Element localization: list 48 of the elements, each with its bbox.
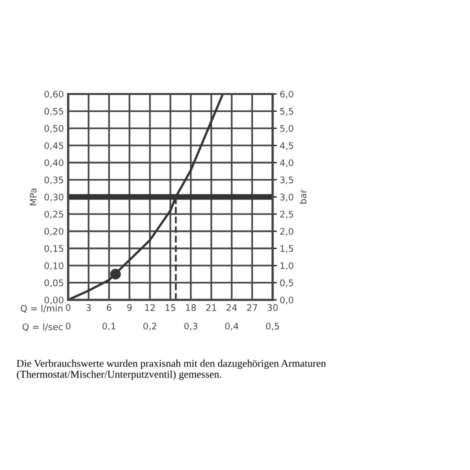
x-tick-label: 12 (145, 304, 155, 311)
y2-tick-label: 6,0 (280, 90, 294, 98)
y2-axis-title: bar (299, 189, 306, 204)
y2-tick-label: 0,0 (280, 296, 294, 304)
x2-tick-label: 0,1 (102, 322, 116, 330)
y2-tick-label: 1,0 (280, 262, 294, 270)
y-tick-label: 0,35 (44, 176, 64, 184)
y2-tick-label: 3,0 (280, 194, 294, 202)
x2-axis-title: Q = l/sec (22, 323, 63, 332)
y-tick-label: 0,40 (44, 159, 64, 168)
y-tick-label: 0,15 (44, 245, 64, 253)
x2-tick-label: 0,3 (184, 322, 198, 330)
y2-tick-label: 5,5 (280, 108, 294, 116)
x-tick-label: 21 (206, 304, 216, 311)
y-tick-label: 0,00 (44, 296, 64, 304)
y-tick-label: 0,30 (44, 194, 64, 202)
x-tick-label: 27 (247, 304, 258, 311)
y-axis-title: MPa (30, 188, 37, 206)
y2-tick-label: 2,5 (280, 210, 294, 219)
y2-tick-label: 5,0 (280, 125, 294, 133)
text: Die Verbrauchswerte wurden praxisnah mit den dazugehörigen Armaturen (Thermostat/Mischer/Unterputzventil) gemessen. (16, 360, 326, 380)
y-tick-label: 0,45 (44, 142, 64, 150)
y2-tick-label: 4,5 (280, 142, 294, 150)
y2-tick-label: 4,0 (280, 159, 294, 168)
y-tick-label: 0,05 (44, 279, 64, 288)
y2-tick-label: 3,5 (280, 176, 294, 184)
x-tick-label: 15 (166, 304, 176, 312)
y2-tick-label: 0,5 (280, 279, 294, 288)
y-tick-label: 0,55 (44, 108, 64, 116)
x-tick-label: 9 (127, 304, 132, 312)
x2-tick-label: 0,2 (143, 322, 156, 330)
x-tick-label: 24 (226, 304, 237, 311)
y2-tick-label: 1,5 (280, 245, 294, 253)
x2-tick-label: 0 (66, 322, 70, 330)
y-tick-label: 0,60 (44, 90, 64, 98)
y-tick-label: 0,10 (44, 262, 64, 270)
y-tick-label: 0,25 (44, 210, 64, 219)
x-tick-label: 0 (66, 304, 70, 312)
x-axis-title: Q = l/min (20, 304, 62, 313)
y-tick-label: 0,50 (44, 125, 64, 133)
y2-tick-label: 2,0 (280, 228, 294, 236)
x2-tick-label: 0,5 (266, 322, 279, 330)
x-tick-label: 18 (186, 304, 196, 312)
y-tick-label: 0,20 (44, 228, 64, 236)
x-tick-label: 30 (268, 304, 278, 312)
x-tick-label: 6 (106, 304, 112, 312)
x2-tick-label: 0,4 (225, 322, 238, 330)
x-tick-label: 3 (86, 304, 91, 312)
